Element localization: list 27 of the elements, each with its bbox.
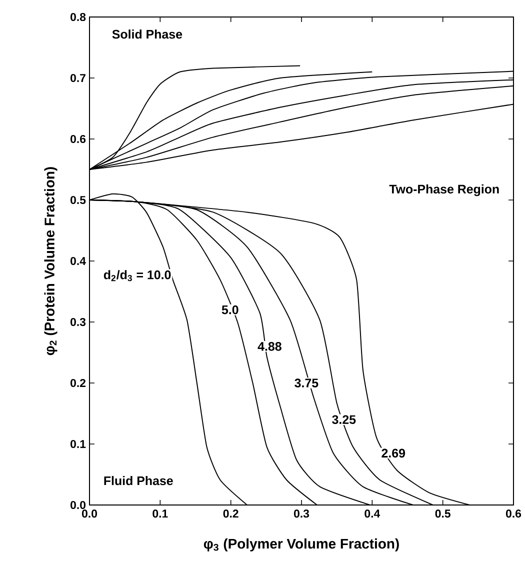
annotation: 3.75	[294, 378, 318, 388]
y-tick-label: 0.4	[70, 256, 86, 266]
y-tick-label: 0.6	[70, 134, 86, 144]
y-tick-label: 0.3	[70, 318, 86, 326]
x-tick-label: 0.5	[435, 510, 450, 518]
x-tick-label: 0.2	[223, 510, 238, 518]
x-tick-label: 0.3	[294, 510, 310, 518]
y-tick-label: 0.2	[70, 378, 86, 388]
x-axis-title: φ$_{3}$ (Polymer Volume Fraction)	[204, 538, 399, 552]
x-tick-label: 0.0	[82, 510, 97, 518]
y-tick-label: 0.0	[70, 500, 86, 510]
annotation: Two-Phase Region	[389, 184, 499, 196]
y-tick-label: 0.1	[70, 440, 86, 448]
annotation: d$_{2}$/d$_{3}$ = 10.0	[104, 270, 171, 282]
x-tick-label: 0.1	[152, 510, 168, 518]
x-tick-label: 0.6	[506, 510, 522, 518]
y-tick-label: 0.5	[70, 196, 86, 204]
y-axis-title: φ$_{2}$ (Protein Volume Fraction)	[44, 167, 58, 356]
y-tick-label: 0.8	[70, 12, 86, 22]
annotation: 4.88	[258, 342, 282, 351]
annotation: Solid Phase	[112, 30, 182, 39]
y-tick-label: 0.7	[70, 74, 86, 82]
annotation: 5.0	[222, 305, 238, 314]
x-tick-label: 0.4	[364, 510, 380, 518]
annotation: 3.25	[332, 415, 356, 424]
annotation: 2.69	[382, 448, 406, 458]
annotation: Fluid Phase	[104, 476, 173, 486]
